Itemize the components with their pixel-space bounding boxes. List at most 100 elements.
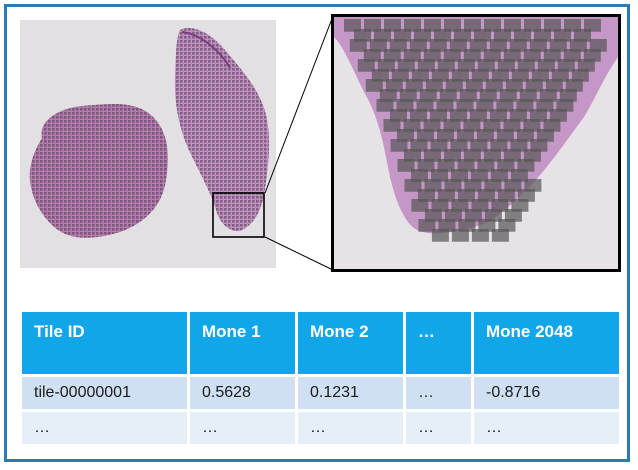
- tile-square: [523, 119, 541, 132]
- cell-ellipsis: …: [406, 412, 471, 444]
- tile-square: [414, 29, 431, 42]
- tile-square: [390, 109, 407, 122]
- tile-square: [424, 209, 442, 222]
- table-header-row: Tile ID Mone 1 Mone 2 … Mone 2048: [22, 312, 619, 374]
- tile-square: [397, 129, 414, 142]
- tile-square: [384, 19, 401, 32]
- tile-square: [377, 59, 395, 72]
- header-ellipsis: …: [406, 312, 471, 374]
- tile-square: [516, 99, 534, 112]
- tile-square: [424, 149, 441, 162]
- tile-square: [503, 49, 521, 62]
- cell-mone-2: …: [298, 412, 403, 444]
- tile-square: [477, 159, 495, 172]
- zoom-region-box: [212, 192, 265, 238]
- tile-square: [444, 149, 461, 162]
- tile-square: [496, 99, 514, 112]
- tile-square: [523, 149, 541, 162]
- tile-square: [416, 99, 434, 112]
- header-mone-2: Mone 2: [298, 312, 403, 374]
- tile-square: [445, 79, 463, 92]
- tile-square: [584, 19, 601, 32]
- tile-square: [504, 179, 522, 192]
- tile-square: [396, 99, 414, 112]
- tile-square: [489, 39, 507, 52]
- tile-square: [411, 199, 429, 212]
- tile-square: [364, 19, 381, 32]
- tile-square: [374, 29, 391, 42]
- tile-square: [509, 109, 527, 122]
- cell-tile-id: tile-00000001: [22, 377, 187, 409]
- tile-square: [470, 139, 488, 152]
- cell-mone-1: 0.5628: [190, 377, 295, 409]
- tile-square: [389, 39, 407, 52]
- tile-square: [536, 99, 554, 112]
- tile-square: [589, 39, 607, 52]
- tile-square: [463, 119, 481, 132]
- tile-square: [476, 99, 494, 112]
- tile-square: [496, 129, 514, 142]
- tile-square: [411, 169, 428, 182]
- tile-square: [409, 39, 427, 52]
- tile-square: [549, 109, 567, 122]
- tile-square: [537, 59, 555, 72]
- tile-square: [437, 129, 454, 142]
- tile-square: [437, 159, 455, 172]
- tile-square: [457, 129, 474, 142]
- tile-square: [417, 189, 435, 202]
- tile-square: [417, 159, 435, 172]
- tile-square: [444, 179, 462, 192]
- tile-square: [477, 189, 495, 202]
- tile-square: [410, 139, 428, 152]
- tile-square: [524, 19, 541, 32]
- tile-square: [505, 79, 523, 92]
- tile-square: [419, 89, 437, 102]
- tile-square: [510, 139, 528, 152]
- tile-square: [484, 209, 502, 222]
- tile-square: [517, 159, 535, 172]
- tile-square: [457, 59, 475, 72]
- tile-square: [524, 179, 542, 192]
- tile-square: [470, 169, 488, 182]
- slide-svg: [29, 28, 270, 238]
- tile-square: [583, 49, 601, 62]
- tile-square: [497, 59, 515, 72]
- tile-square: [451, 229, 469, 242]
- tile-square: [476, 129, 494, 142]
- tile-square: [376, 99, 394, 112]
- zoomed-tile-view: [331, 14, 621, 272]
- tile-square: [545, 79, 563, 92]
- tile-square: [525, 79, 543, 92]
- tile-square: [430, 139, 448, 152]
- cell-mone-1: …: [190, 412, 295, 444]
- header-mone-1: Mone 1: [190, 312, 295, 374]
- table-row: tile-00000001 0.5628 0.1231 … -0.8716: [22, 377, 619, 409]
- tile-square: [449, 39, 467, 52]
- zoom-svg: [334, 17, 618, 242]
- tile-square: [499, 89, 517, 102]
- tile-square: [483, 49, 501, 62]
- tile-square: [490, 139, 508, 152]
- tile-square: [418, 219, 436, 232]
- tile-square: [516, 129, 534, 142]
- tile-square: [530, 139, 548, 152]
- tile-square: [531, 69, 549, 82]
- tile-square: [385, 79, 403, 92]
- tile-square: [494, 29, 511, 42]
- tile-square: [497, 189, 515, 202]
- tile-square: [474, 29, 491, 42]
- tile-square: [405, 79, 423, 92]
- tile-square: [483, 119, 501, 132]
- tile-square: [354, 29, 371, 42]
- tile-square: [451, 69, 469, 82]
- cell-mone-2: 0.1231: [298, 377, 403, 409]
- tile-square: [491, 229, 509, 242]
- tile-square: [394, 29, 411, 42]
- table-row: … … … … …: [22, 412, 619, 444]
- tile-square: [497, 159, 515, 172]
- tile-square: [471, 69, 489, 82]
- tile-square: [551, 69, 569, 82]
- tile-square: [503, 149, 521, 162]
- tile-square: [556, 99, 574, 112]
- tile-square: [491, 199, 509, 212]
